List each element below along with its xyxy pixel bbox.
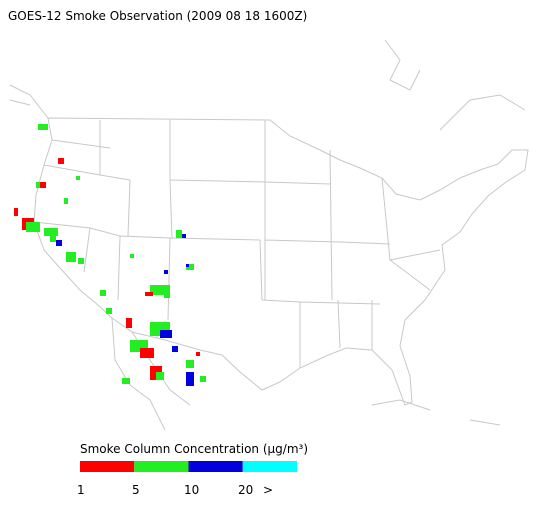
smoke-patch <box>186 264 194 270</box>
smoke-patch <box>26 222 40 232</box>
smoke-patch <box>100 290 106 296</box>
smoke-patch <box>56 240 62 246</box>
smoke-patch <box>66 252 76 262</box>
smoke-patch <box>145 292 153 296</box>
smoke-patch <box>130 254 134 258</box>
legend-tick-label: > <box>263 483 273 497</box>
legend-title: Smoke Column Concentration (μg/m³) <box>80 442 308 456</box>
smoke-patch <box>64 198 68 204</box>
smoke-patch <box>78 258 84 264</box>
smoke-patch <box>156 372 164 380</box>
map-title: GOES-12 Smoke Observation (2009 08 18 16… <box>8 9 307 23</box>
smoke-patch <box>14 208 18 216</box>
smoke-patch <box>106 308 112 314</box>
legend-swatch <box>188 461 243 472</box>
smoke-patch <box>182 234 186 238</box>
smoke-patch <box>76 176 80 180</box>
smoke-patch <box>50 234 56 242</box>
us-outline <box>33 117 529 406</box>
canada-coast <box>9 39 526 131</box>
smoke-patch <box>164 270 168 274</box>
legend-tick-label: 10 <box>184 483 199 497</box>
smoke-patch <box>126 318 132 328</box>
legend-tick-label: 5 <box>132 483 140 497</box>
smoke-patch <box>40 182 46 188</box>
smoke-patch <box>176 230 182 238</box>
legend-swatch <box>242 461 297 472</box>
legend-swatch <box>134 461 189 472</box>
legend-swatch <box>80 461 135 472</box>
smoke-patch <box>200 376 206 382</box>
smoke-patch <box>186 360 194 368</box>
legend: 1 5 10 20 > <box>77 461 297 497</box>
smoke-patch <box>160 330 172 338</box>
smoke-patch <box>186 372 194 386</box>
smoke-patch <box>196 352 200 356</box>
smoke-patch <box>44 228 58 236</box>
smoke-patch <box>172 346 178 352</box>
legend-tick-label: 20 <box>238 483 253 497</box>
smoke-patch <box>186 264 189 267</box>
smoke-pixels <box>14 124 206 386</box>
legend-tick-label: 1 <box>77 483 85 497</box>
smoke-patch <box>122 378 130 384</box>
smoke-patch <box>58 158 64 164</box>
smoke-patch <box>140 348 154 358</box>
smoke-patch <box>38 124 48 130</box>
state-lines <box>33 120 441 368</box>
smoke-patch <box>150 285 170 295</box>
smoke-patch <box>164 292 170 298</box>
basemap <box>9 39 529 431</box>
